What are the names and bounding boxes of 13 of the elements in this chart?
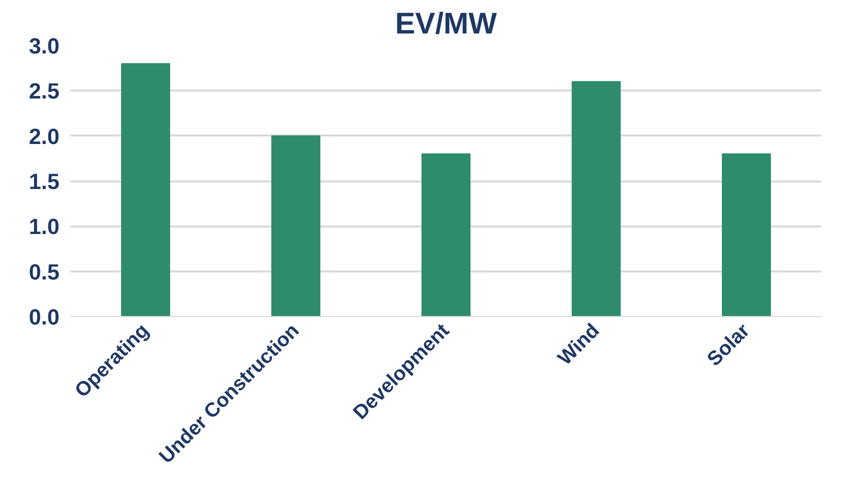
bar <box>722 153 771 316</box>
bar <box>421 153 471 316</box>
y-tick-label: 1.0 <box>28 214 60 240</box>
bar <box>121 63 170 316</box>
y-tick-label: 2.0 <box>28 124 60 149</box>
y-tick-label: 0.0 <box>28 304 60 330</box>
y-tick-label: 2.5 <box>28 78 60 104</box>
y-tick-label: 3.0 <box>28 34 60 58</box>
y-tick-label: 1.5 <box>28 169 60 194</box>
y-tick-label: 0.5 <box>28 259 60 284</box>
bar <box>572 81 621 316</box>
chart-title: EV/MW <box>395 8 498 40</box>
bar <box>271 135 320 316</box>
